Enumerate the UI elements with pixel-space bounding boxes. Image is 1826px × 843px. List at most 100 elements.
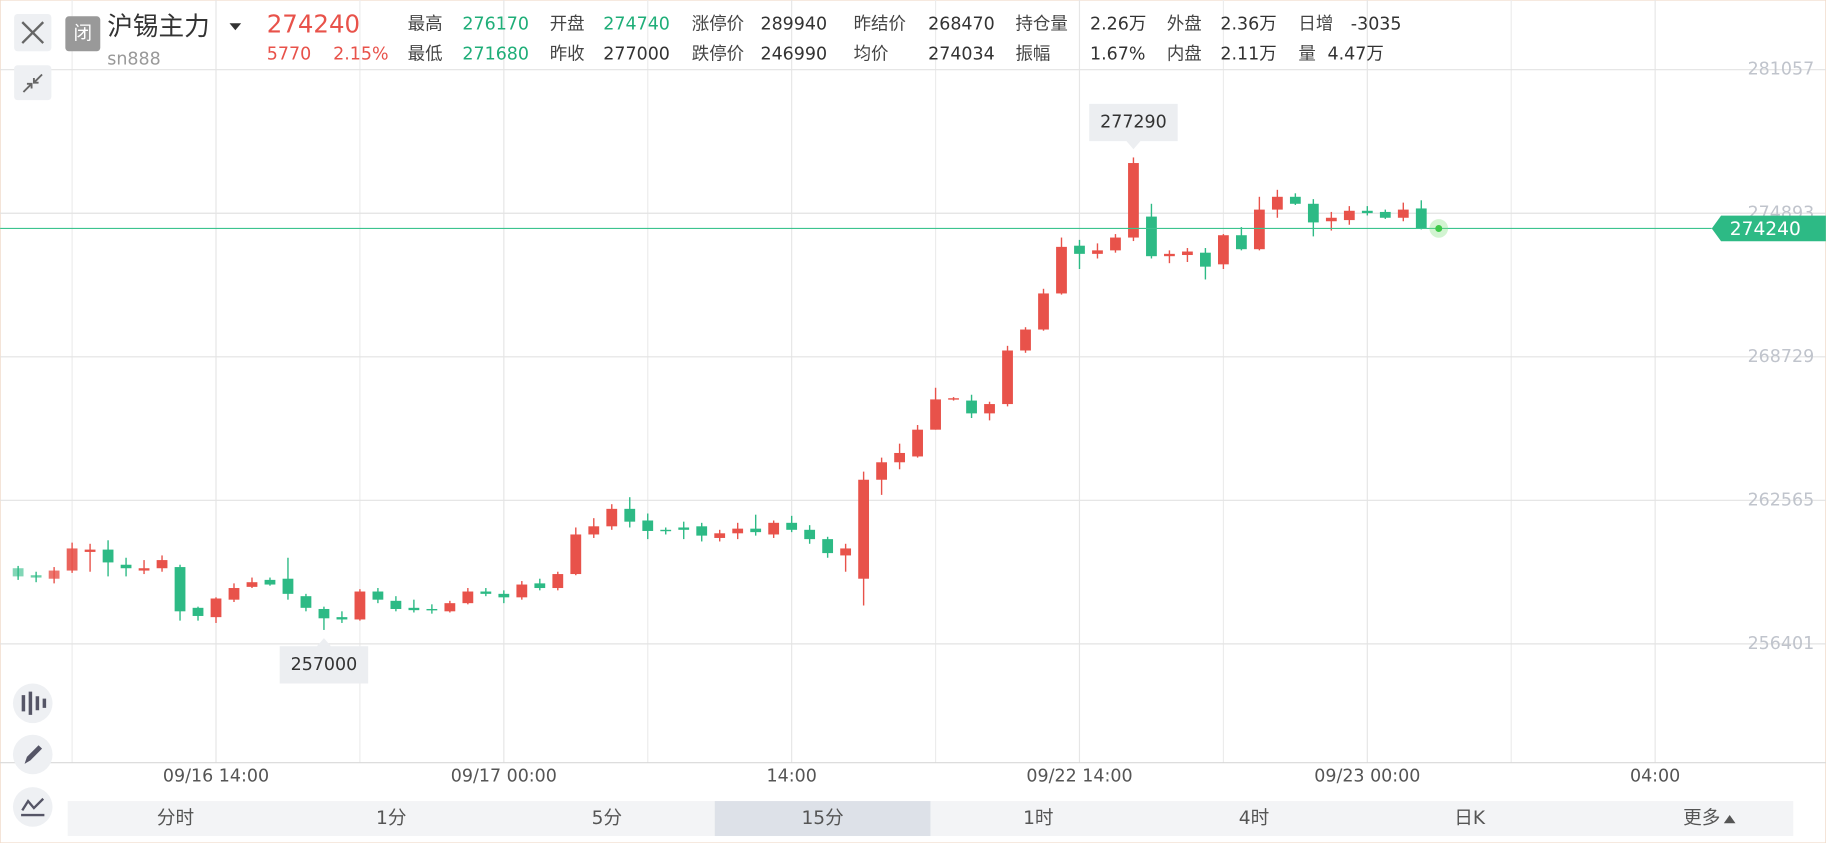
y-tick-label: 262565 (1748, 490, 1815, 510)
last-price-dot (1435, 224, 1443, 232)
candle-body (516, 584, 528, 598)
candle-body (1200, 252, 1211, 267)
candle-body (1092, 250, 1103, 254)
stat-label: 跌停价 (692, 45, 744, 65)
change-pct: 2.15% (333, 45, 388, 65)
candle-body (210, 598, 222, 618)
stat-value: 2.36万 (1220, 14, 1276, 34)
stat-label: 日增 (1298, 14, 1333, 34)
candle-body (336, 617, 348, 620)
candle-body (66, 548, 78, 571)
stat-value: 276170 (462, 14, 529, 34)
candle-body (408, 607, 420, 611)
candle-body (732, 528, 744, 534)
tab[interactable]: 更多 (1683, 808, 1720, 829)
candle-body (138, 568, 150, 571)
last-price-tag (1711, 215, 1826, 242)
close-button[interactable] (14, 13, 52, 52)
candle-tool[interactable] (12, 683, 53, 724)
tab[interactable]: 日K (1454, 808, 1486, 829)
x-tick-label: 04:00 (1630, 767, 1680, 787)
candle-body (192, 607, 204, 616)
tab[interactable]: 4时 (1239, 808, 1269, 829)
candle-body (1235, 235, 1247, 250)
candle-body (552, 574, 564, 589)
badge: 闭 (74, 23, 93, 44)
candle-body (840, 548, 852, 556)
max-label: 277290 (1100, 113, 1167, 133)
candle-body (1146, 216, 1157, 257)
candle-body (966, 400, 977, 414)
stat-label: 涨停价 (692, 14, 744, 34)
candle-body (858, 479, 870, 579)
x-tick-label: 09/16 14:00 (163, 767, 269, 787)
symbol-code: sn888 (107, 49, 160, 69)
candle-body (1271, 196, 1283, 210)
min-label: 257000 (291, 655, 358, 675)
candle-body (84, 549, 96, 552)
x-tick-label: 09/23 00:00 (1314, 767, 1420, 787)
tab[interactable]: 1分 (376, 808, 406, 829)
stat-value: 246990 (760, 45, 827, 65)
candle-body (1361, 210, 1373, 214)
candle-body (876, 462, 888, 480)
stat-value: 1.67% (1090, 45, 1145, 65)
candle-body (390, 600, 402, 609)
candle-body (1289, 196, 1301, 204)
candle-body (246, 582, 258, 587)
stat-value: 289940 (760, 14, 827, 34)
candle-body (444, 603, 456, 612)
stat-label: 均价 (854, 45, 889, 65)
candle-body (12, 568, 24, 577)
candle-body (804, 529, 816, 540)
candle-body (48, 570, 60, 579)
price: 274240 (267, 10, 360, 39)
collapse-button[interactable] (14, 65, 52, 101)
tab[interactable]: 分时 (157, 808, 194, 829)
candle-body (498, 593, 510, 598)
draw-tool[interactable] (12, 734, 53, 775)
candle-body (822, 539, 834, 554)
candle-body (930, 399, 941, 430)
stat-label: 开盘 (550, 14, 585, 34)
stats: 最高 276170 开盘 274740 涨停价 289940 昨结价 268470 持仓量 2.2… (408, 14, 1402, 64)
candle-body (912, 429, 923, 457)
stat-label: 量 (1298, 45, 1315, 65)
stat-value: 4.47万 (1328, 45, 1384, 65)
candle-body (1164, 253, 1175, 257)
tab[interactable]: 15分 (801, 808, 843, 829)
y-tick-label: 281057 (1748, 60, 1815, 80)
tab[interactable]: 1时 (1023, 808, 1053, 829)
candle-body (1343, 210, 1355, 221)
candle-body (1307, 203, 1319, 223)
candle-body (750, 528, 762, 533)
candle-body (624, 508, 636, 522)
candle-body (1397, 209, 1409, 218)
candle-body (588, 526, 600, 535)
stat-value: 271680 (462, 45, 529, 65)
stat-value: -3035 (1351, 14, 1402, 34)
stat-label: 最高 (408, 14, 443, 34)
candle-body (1038, 293, 1049, 330)
stat-value: 274740 (603, 14, 670, 34)
symbol-name[interactable]: 沪锡主力 (107, 12, 209, 42)
candle-body (714, 533, 726, 538)
candle-body (570, 534, 582, 575)
candle-body (1379, 211, 1391, 218)
dropdown-arrow[interactable] (229, 23, 242, 31)
candle-body (1253, 209, 1265, 250)
candle-body (1002, 350, 1013, 405)
candle-body (642, 520, 654, 531)
more-arrow[interactable] (1723, 815, 1736, 824)
tab[interactable]: 5分 (592, 808, 622, 829)
last-price-label: 274240 (1730, 219, 1801, 240)
change: 5770 (267, 45, 311, 65)
indicator-tool[interactable] (12, 787, 53, 827)
candle-body (228, 588, 240, 600)
x-tick-label: 09/22 14:00 (1026, 767, 1132, 787)
candle-body (1020, 329, 1031, 351)
candle-body (354, 591, 366, 620)
candle-body (282, 578, 294, 594)
candle-body (606, 508, 618, 527)
